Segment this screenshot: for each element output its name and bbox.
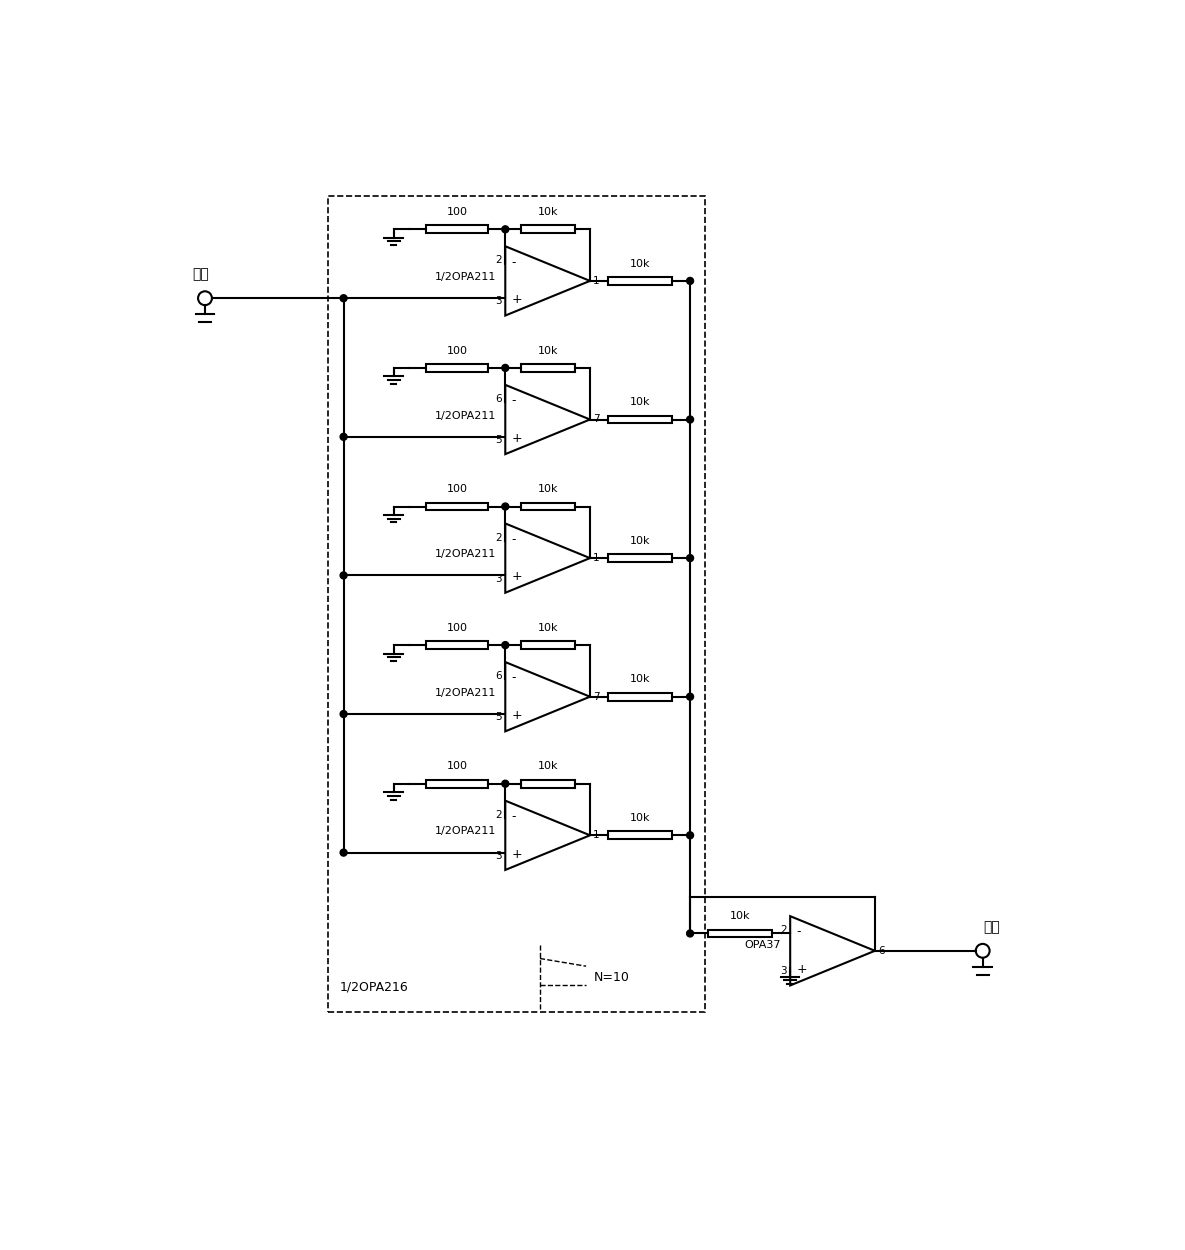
Text: 1/2OPA211: 1/2OPA211 [435,826,497,836]
Text: 3: 3 [495,574,502,584]
Text: 100: 100 [447,208,468,217]
Text: 1/2OPA211: 1/2OPA211 [435,549,497,559]
Circle shape [501,226,508,232]
Circle shape [340,295,347,301]
Text: 3: 3 [495,851,502,861]
Text: 7: 7 [592,415,600,425]
Text: 2: 2 [495,810,502,820]
Text: 10k: 10k [629,398,651,408]
Circle shape [340,434,347,440]
Text: 2: 2 [781,925,787,935]
Circle shape [340,849,347,856]
Text: -: - [512,532,515,546]
Text: 10k: 10k [629,812,651,822]
Text: 7: 7 [592,691,600,701]
Text: 1/2OPA216: 1/2OPA216 [340,980,409,994]
Bar [427,364,488,371]
Text: 10k: 10k [537,208,558,217]
Circle shape [686,416,693,422]
Text: OPA37: OPA37 [744,940,781,950]
Text: N=10: N=10 [594,971,629,984]
Bar [608,554,672,562]
Bar [520,641,575,649]
Circle shape [501,503,508,510]
Text: 10k: 10k [537,345,558,355]
Text: 2: 2 [495,532,502,542]
Bar [520,364,575,371]
Circle shape [340,710,347,717]
Text: 输入: 输入 [193,268,210,281]
Text: 100: 100 [447,484,468,494]
Text: +: + [512,294,523,306]
Text: 6: 6 [495,671,502,681]
Text: 10k: 10k [629,675,651,685]
Bar [427,503,488,510]
Bar [520,503,575,510]
Text: 1: 1 [592,276,600,286]
Bar [608,278,672,285]
Circle shape [501,641,508,649]
Text: 1/2OPA211: 1/2OPA211 [435,411,497,421]
Bar [427,641,488,649]
Text: 10k: 10k [730,911,750,921]
Bar [427,225,488,234]
Text: -: - [512,810,515,822]
Text: 10k: 10k [537,622,558,632]
Text: +: + [512,570,523,584]
Text: +: + [796,964,807,976]
Text: +: + [512,431,523,445]
Bar [608,831,672,839]
Text: 1: 1 [592,552,600,562]
Text: 3: 3 [495,296,502,306]
Circle shape [501,365,508,371]
Text: 1: 1 [592,830,600,840]
Circle shape [686,278,693,284]
Text: 6: 6 [495,394,502,404]
Text: -: - [512,671,515,684]
Text: 10k: 10k [629,536,651,546]
Circle shape [686,694,693,700]
Bar [608,693,672,700]
Text: 10k: 10k [629,259,651,269]
Text: 1/2OPA211: 1/2OPA211 [435,688,497,698]
Text: +: + [512,848,523,861]
Text: 5: 5 [495,712,502,722]
Text: 10k: 10k [537,484,558,494]
Bar [427,780,488,788]
Bar [608,416,672,424]
Text: 2: 2 [495,255,502,265]
Text: 5: 5 [495,435,502,445]
Text: 1/2OPA211: 1/2OPA211 [435,272,497,282]
Text: 100: 100 [447,761,468,771]
Circle shape [686,555,693,561]
Text: -: - [512,394,515,408]
Text: +: + [512,709,523,722]
Text: 6: 6 [878,946,884,956]
Circle shape [501,780,508,788]
Circle shape [686,930,693,938]
Bar [709,930,773,938]
Text: 3: 3 [781,966,787,976]
Text: -: - [796,925,801,939]
Bar [520,780,575,788]
Circle shape [686,831,693,839]
Text: 100: 100 [447,622,468,632]
Bar [328,196,705,1012]
Text: -: - [512,255,515,269]
Text: 10k: 10k [537,761,558,771]
Text: 100: 100 [447,345,468,355]
Circle shape [340,572,347,579]
Bar [520,225,575,234]
Text: 输出: 输出 [984,920,1000,934]
